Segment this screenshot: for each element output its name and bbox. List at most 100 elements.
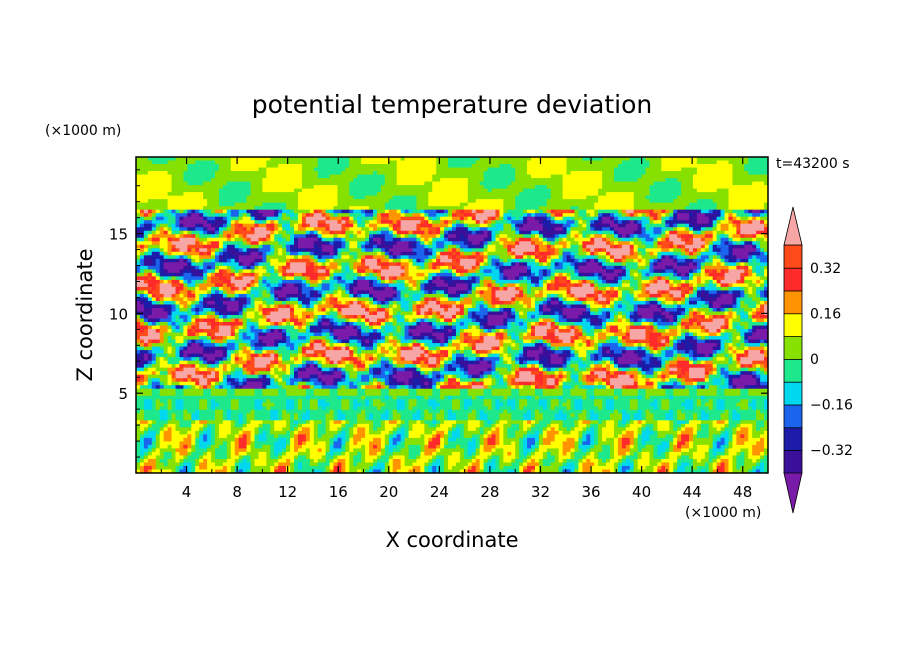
contour-cell xyxy=(590,307,599,313)
contour-cell xyxy=(250,262,256,267)
contour-cell xyxy=(369,300,374,306)
contour-cell xyxy=(373,237,382,242)
contour-cell xyxy=(578,353,587,358)
contour-cell xyxy=(136,286,141,292)
contour-cell xyxy=(420,318,425,323)
contour-cell xyxy=(534,304,540,309)
contour-cell xyxy=(491,290,497,295)
contour-cell xyxy=(222,227,228,232)
contour-cell xyxy=(617,237,623,242)
contour-cell xyxy=(412,262,418,267)
contour-cell xyxy=(365,339,370,344)
contour-cell xyxy=(254,343,263,348)
contour-cell xyxy=(550,223,564,228)
contour-cell xyxy=(432,276,437,281)
contour-cell xyxy=(143,279,149,284)
contour-cell xyxy=(708,353,714,358)
contour-cell xyxy=(527,304,532,309)
contour-cell xyxy=(432,286,441,292)
contour-cell xyxy=(507,185,536,190)
contour-cell xyxy=(321,343,327,348)
contour-cell xyxy=(428,262,433,267)
contour-cell xyxy=(361,227,370,232)
contour-cell xyxy=(329,357,342,362)
contour-cell xyxy=(195,286,200,292)
contour-cell xyxy=(136,322,141,327)
contour-cell xyxy=(388,311,394,316)
contour-cell xyxy=(301,343,307,348)
contour-cell xyxy=(503,343,512,348)
contour-cell xyxy=(546,283,552,288)
contour-cell xyxy=(728,234,734,239)
contour-cell xyxy=(550,283,556,288)
contour-cell xyxy=(270,325,279,330)
contour-cell xyxy=(171,300,177,306)
contour-cell xyxy=(617,290,623,295)
contour-cell xyxy=(700,262,706,267)
contour-cell xyxy=(673,199,698,204)
contour-cell xyxy=(602,258,607,263)
contour-cell xyxy=(491,262,497,267)
contour-cell xyxy=(151,339,161,344)
contour-cell xyxy=(582,248,587,253)
contour-cell xyxy=(396,350,402,355)
contour-cell xyxy=(558,262,564,267)
contour-cell xyxy=(175,339,184,344)
contour-cell xyxy=(282,283,287,288)
contour-cell xyxy=(471,227,477,232)
contour-cell xyxy=(246,300,252,306)
contour-cell xyxy=(542,269,548,274)
contour-cell xyxy=(661,157,698,162)
contour-cell xyxy=(175,248,181,253)
contour-cell xyxy=(515,206,540,211)
contour-cell xyxy=(554,318,560,323)
contour-cell xyxy=(349,227,362,232)
contour-cell xyxy=(681,353,686,358)
contour-cell xyxy=(689,322,694,327)
contour-cell xyxy=(337,346,342,351)
contour-cell xyxy=(440,230,445,235)
contour-cell xyxy=(286,276,295,281)
contour-cell xyxy=(574,304,583,309)
contour-cell xyxy=(538,304,544,309)
contour-cell xyxy=(467,343,473,348)
contour-cell xyxy=(558,346,564,351)
contour-cell xyxy=(404,318,410,323)
contour-cell xyxy=(282,248,287,253)
contour-cell xyxy=(211,293,224,299)
contour-cell xyxy=(242,357,248,362)
contour-cell xyxy=(353,279,358,284)
contour-cell xyxy=(136,283,149,288)
contour-cell xyxy=(361,300,366,306)
contour-cell xyxy=(254,350,263,355)
contour-cell xyxy=(515,286,520,292)
contour-cell xyxy=(187,332,196,337)
contour-cell xyxy=(511,164,528,169)
contour-cell xyxy=(226,343,236,348)
contour-cell xyxy=(621,213,627,218)
contour-cell xyxy=(424,181,433,186)
contour-cell xyxy=(649,160,662,165)
contour-cell xyxy=(459,216,465,221)
contour-cell xyxy=(760,297,765,302)
contour-cell xyxy=(546,248,556,253)
contour-cell xyxy=(471,213,477,218)
contour-cell xyxy=(685,357,690,362)
contour-cell xyxy=(550,195,564,200)
contour-cell xyxy=(396,336,402,341)
contour-cell xyxy=(649,199,674,204)
contour-cell xyxy=(641,255,658,260)
contour-cell xyxy=(641,174,694,179)
contour-cell xyxy=(606,360,611,365)
contour-cell xyxy=(361,329,366,334)
contour-cell xyxy=(357,269,366,274)
contour-cell xyxy=(681,318,690,323)
contour-cell xyxy=(444,230,449,235)
contour-cell xyxy=(515,322,520,327)
contour-cell xyxy=(424,346,429,351)
contour-cell xyxy=(550,353,560,358)
contour-cell xyxy=(724,304,734,309)
contour-cell xyxy=(151,343,173,348)
contour-cell xyxy=(649,213,658,218)
contour-cell xyxy=(242,248,248,253)
